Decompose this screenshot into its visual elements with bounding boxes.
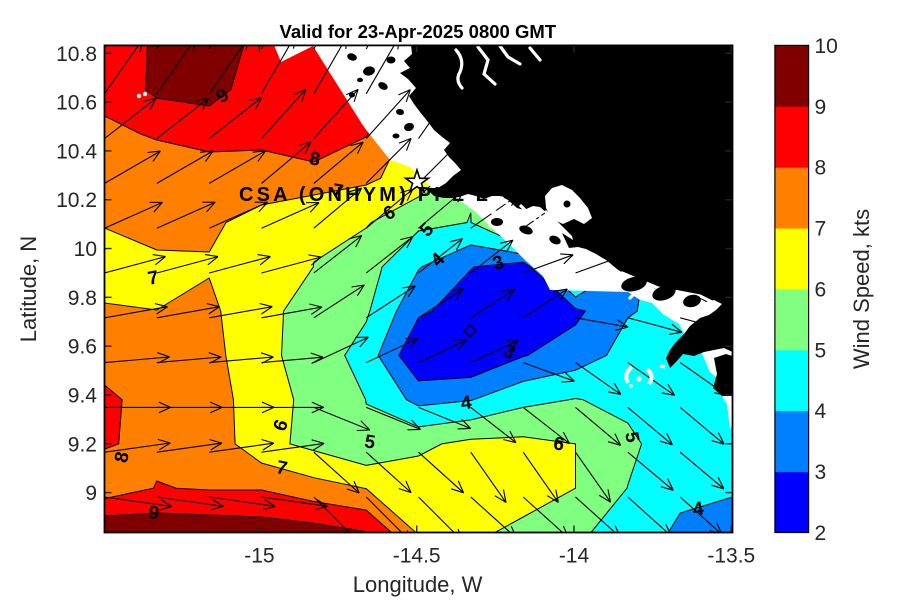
svg-text:8: 8 bbox=[308, 148, 321, 170]
svg-text:9.6: 9.6 bbox=[68, 336, 97, 359]
svg-text:7: 7 bbox=[274, 457, 289, 480]
svg-text:7: 7 bbox=[146, 267, 160, 290]
svg-text:8: 8 bbox=[815, 157, 827, 180]
svg-text:Longitude, W: Longitude, W bbox=[353, 572, 483, 597]
svg-text:2: 2 bbox=[815, 522, 827, 545]
svg-text:9: 9 bbox=[85, 482, 97, 505]
svg-text:Valid for 23-Apr-2025 0800 GMT: Valid for 23-Apr-2025 0800 GMT bbox=[280, 21, 557, 42]
svg-text:5: 5 bbox=[363, 431, 377, 454]
svg-text:CSA (ONHYM) PI L L: CSA (ONHYM) PI L L bbox=[239, 184, 491, 206]
svg-text:9.2: 9.2 bbox=[68, 433, 97, 456]
svg-text:4: 4 bbox=[691, 498, 705, 521]
svg-text:9: 9 bbox=[147, 502, 160, 524]
svg-text:3: 3 bbox=[815, 461, 827, 484]
svg-text:-14.5: -14.5 bbox=[393, 545, 441, 568]
svg-text:9.4: 9.4 bbox=[68, 384, 98, 407]
svg-text:4: 4 bbox=[460, 392, 474, 414]
svg-text:Wind Speed, kts: Wind Speed, kts bbox=[849, 209, 874, 369]
svg-text:5: 5 bbox=[620, 430, 643, 444]
svg-text:9.8: 9.8 bbox=[68, 287, 97, 310]
svg-text:10.6: 10.6 bbox=[56, 92, 97, 115]
svg-text:10.2: 10.2 bbox=[56, 189, 97, 212]
svg-text:Latitude, N: Latitude, N bbox=[16, 236, 41, 342]
svg-text:-15: -15 bbox=[244, 545, 274, 568]
svg-text:6: 6 bbox=[552, 433, 566, 456]
svg-text:8: 8 bbox=[111, 450, 134, 465]
svg-text:7: 7 bbox=[331, 180, 345, 203]
svg-text:10: 10 bbox=[815, 35, 838, 58]
svg-text:5: 5 bbox=[815, 339, 827, 362]
svg-text:-14: -14 bbox=[559, 545, 590, 568]
svg-text:10.4: 10.4 bbox=[56, 140, 97, 163]
svg-text:10: 10 bbox=[74, 238, 97, 261]
svg-text:6: 6 bbox=[815, 278, 827, 301]
svg-text:10.8: 10.8 bbox=[56, 43, 97, 66]
svg-text:4: 4 bbox=[815, 400, 827, 423]
svg-text:-13.5: -13.5 bbox=[707, 545, 755, 568]
svg-text:9: 9 bbox=[815, 96, 827, 119]
svg-text:7: 7 bbox=[815, 218, 827, 241]
